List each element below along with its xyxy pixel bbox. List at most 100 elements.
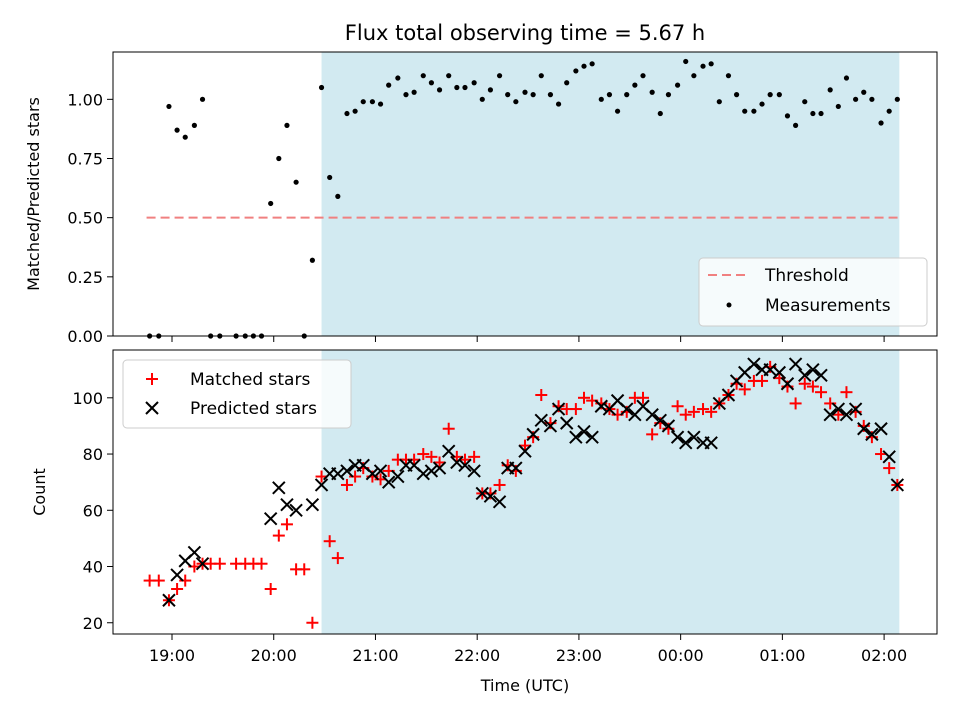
y-tick-label: 0.00 [67, 327, 103, 346]
x-tick-label: 20:00 [251, 646, 297, 665]
measurement-point [827, 87, 833, 93]
predicted-star-point [543, 419, 558, 433]
measurement-point [700, 63, 706, 69]
predicted-star-point [831, 402, 846, 416]
measurement-point [479, 96, 485, 102]
predicted-star-point [509, 461, 523, 475]
predicted-star-point [187, 545, 202, 560]
measurement-point [166, 103, 172, 110]
measurement-point [369, 99, 376, 105]
ratio-panel: 0.00 0.25 0.50 0.75 1.00 Flux total observin… [24, 21, 938, 346]
measurement-point [505, 92, 511, 98]
matched-star-point [569, 403, 582, 416]
matched-star-point [468, 450, 481, 463]
measurement-point [191, 122, 197, 128]
matched-star-point [738, 383, 751, 396]
predicted-star-point [585, 430, 599, 444]
legend-measurements-swatch [726, 302, 732, 308]
matched-star-point [671, 400, 684, 413]
measurement-point [708, 61, 714, 67]
matched-star-point [323, 535, 336, 548]
predicted-star-point [289, 503, 303, 517]
chart-title: Flux total observing time = 5.67 h [345, 21, 705, 45]
measurement-point [446, 73, 452, 79]
matched-star-point [331, 552, 344, 565]
predicted-star-point [424, 464, 439, 478]
legend-predicted-swatch [145, 401, 159, 415]
predicted-star-point [365, 467, 380, 481]
measurement-point [691, 73, 697, 79]
legend-predicted-label: Predicted stars [190, 399, 317, 419]
measurement-point [869, 96, 875, 102]
predicted-star-point [483, 489, 498, 503]
measurement-point [335, 193, 341, 199]
matched-star-point [637, 391, 650, 404]
predicted-star-point [305, 497, 320, 512]
measurement-point [810, 110, 816, 117]
measurement-point [683, 58, 689, 65]
predicted-star-point [780, 377, 795, 391]
predicted-star-point [721, 388, 736, 402]
x-tick-label: 23:00 [556, 646, 602, 665]
predicted-star-point [331, 467, 345, 481]
predicted-star-point [839, 407, 854, 422]
measurement-point [538, 73, 544, 79]
predicted-star-point [475, 486, 489, 501]
predicted-star-point [518, 444, 532, 458]
predicted-star-point [314, 478, 329, 492]
y-tick-label: 80 [83, 445, 103, 464]
matched-star-point [493, 478, 506, 491]
measurement-point [835, 103, 841, 110]
measurement-point [581, 63, 587, 69]
measurement-point [462, 84, 468, 91]
predicted-star-point [882, 450, 896, 464]
x-tick-label: 21:00 [352, 646, 398, 665]
measurement-point [182, 134, 188, 140]
measurement-point [606, 92, 613, 98]
legend-matched-swatch [146, 373, 158, 385]
measurement-point [589, 61, 595, 67]
ratio-y-axis-label: Matched/Predicted stars [24, 97, 43, 291]
matched-star-point [408, 453, 421, 466]
legend-threshold-label: Threshold [764, 266, 849, 286]
predicted-star-point [492, 495, 507, 509]
predicted-star-point [162, 593, 176, 607]
measurement-point [309, 257, 315, 263]
matched-star-point [340, 478, 353, 491]
matched-star-point [442, 422, 455, 435]
y-tick-label: 0.50 [67, 209, 103, 228]
measurement-point [293, 179, 299, 185]
matched-star-point [255, 557, 268, 570]
count-panel-frame [112, 349, 938, 635]
measurement-point [564, 80, 570, 86]
measurement-point [843, 75, 850, 81]
measurement-point [284, 122, 290, 128]
measurement-point [174, 127, 180, 133]
measurement-point [640, 73, 646, 79]
measurement-point [377, 101, 384, 107]
predicted-star-point [823, 407, 837, 422]
measurement-point [411, 89, 417, 95]
matched-star-point [798, 377, 811, 390]
matched-star-point [272, 529, 285, 542]
measurement-point [454, 84, 460, 91]
matched-star-point [417, 448, 430, 461]
predicted-star-point [857, 422, 871, 436]
predicted-star-point [373, 464, 388, 478]
measurement-point [428, 80, 435, 86]
count-legend: Matched stars Predicted stars [122, 359, 352, 429]
measurement-point [792, 122, 799, 128]
x-axis-label: Time (UTC) [480, 676, 569, 695]
measurement-point [420, 73, 426, 79]
measurement-point [649, 89, 655, 95]
predicted-star-point [806, 362, 820, 377]
matched-star-point [298, 563, 311, 576]
x-tick-label: 02:00 [861, 646, 907, 665]
measurement-point [513, 99, 519, 105]
matched-star-point [152, 574, 165, 587]
predicted-star-point [687, 430, 701, 444]
measurement-point [725, 73, 732, 79]
matched-star-point [806, 380, 819, 393]
measurement-point [403, 92, 409, 98]
